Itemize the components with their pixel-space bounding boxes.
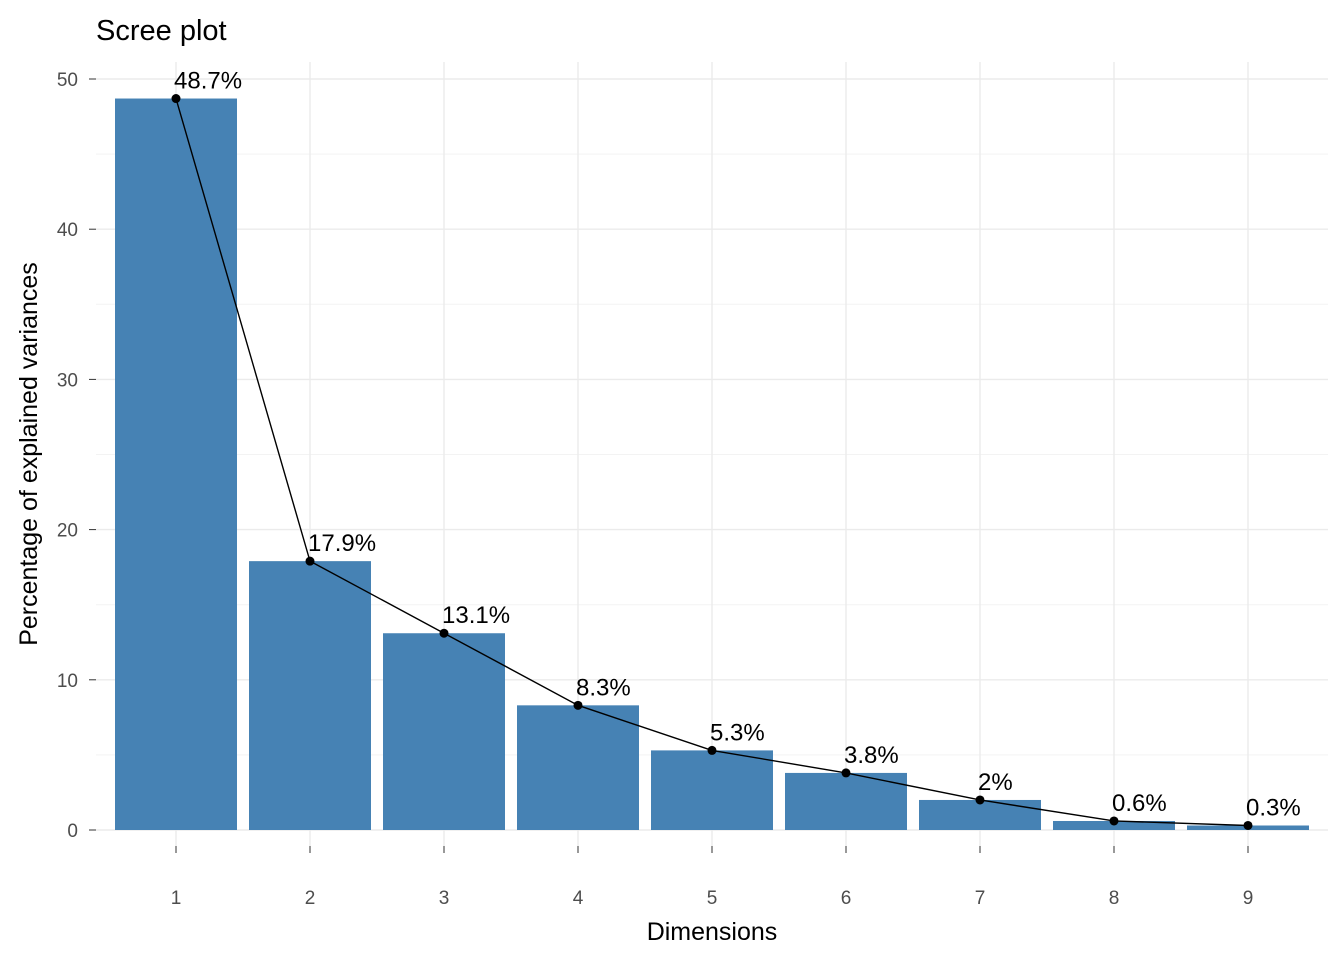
y-tick-label: 50 [57, 70, 78, 91]
x-tick-label: 6 [841, 888, 852, 909]
trend-point-1 [171, 94, 181, 104]
bar-8 [1053, 820, 1175, 830]
trend-point-5 [707, 745, 717, 755]
x-tick-label: 5 [707, 888, 718, 909]
x-tick-label: 3 [439, 888, 450, 909]
y-tick-label: 20 [57, 521, 78, 542]
trend-point-2 [305, 556, 315, 566]
trend-points [171, 94, 1253, 830]
y-tick-label: 40 [57, 220, 78, 241]
data-label-8: 0.6% [1112, 790, 1167, 817]
data-label-6: 3.8% [844, 742, 899, 769]
data-label-1: 48.7% [174, 68, 242, 95]
trend-point-4 [573, 700, 583, 710]
data-labels: 48.7% 17.9% 13.1% 8.3% 5.3% 3.8% 2% 0.6% 0.3% [174, 68, 1301, 822]
trend-point-6 [841, 768, 851, 778]
bar-6 [785, 772, 907, 830]
data-label-7: 2% [978, 769, 1013, 796]
trend-point-7 [975, 795, 985, 805]
trend-point-3 [439, 628, 449, 638]
y-axis: 0 10 20 30 40 50 [57, 70, 96, 842]
data-label-9: 0.3% [1246, 794, 1301, 821]
x-tick-label: 8 [1109, 888, 1120, 909]
x-tick-label: 9 [1243, 888, 1254, 909]
x-axis: 1 2 3 4 5 6 7 8 9 [171, 846, 1254, 909]
chart-title: Scree plot [96, 15, 227, 47]
x-tick-label: 2 [305, 888, 316, 909]
y-tick-label: 10 [57, 671, 78, 692]
bar-7 [919, 799, 1041, 830]
x-axis-title: Dimensions [647, 918, 778, 946]
y-tick-label: 30 [57, 370, 78, 391]
bars [115, 98, 1309, 830]
data-label-4: 8.3% [576, 674, 631, 701]
trend-point-9 [1243, 820, 1253, 830]
data-label-2: 17.9% [308, 530, 376, 557]
y-axis-title: Percentage of explained variances [15, 262, 43, 646]
bar-2 [249, 561, 371, 830]
trend-point-8 [1109, 816, 1119, 826]
x-tick-label: 1 [171, 888, 182, 909]
x-tick-label: 7 [975, 888, 986, 909]
y-tick-label: 0 [67, 821, 78, 842]
bar-1 [115, 98, 237, 830]
data-label-5: 5.3% [710, 719, 765, 746]
bar-3 [383, 633, 505, 830]
data-label-3: 13.1% [442, 602, 510, 629]
x-tick-label: 4 [573, 888, 584, 909]
bar-4 [517, 705, 639, 830]
bar-5 [651, 750, 773, 830]
